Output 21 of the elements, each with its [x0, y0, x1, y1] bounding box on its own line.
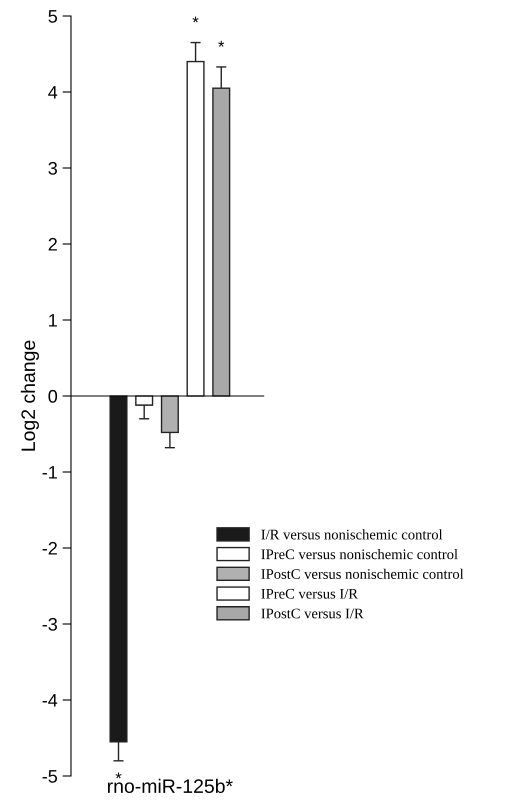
x-tick-label: rno-miR-125b*: [108, 778, 233, 794]
legend-label: IPostC versus I/R: [261, 608, 364, 618]
y-tick-label: 0: [48, 390, 58, 403]
y-tick-label: -4: [42, 694, 58, 707]
annotation: *: [116, 772, 122, 778]
y-tick-label: -3: [42, 618, 57, 631]
y-tick-label: -2: [42, 542, 57, 555]
y-tick-label: 5: [48, 10, 58, 23]
y-tick-label: 1: [49, 314, 57, 327]
annotation: *: [192, 16, 199, 22]
annotation: *: [218, 40, 224, 47]
y-tick-label: 2: [48, 238, 57, 251]
legend-label: IPreC versus nonischemic control: [261, 548, 458, 560]
legend-label: I/R versus nonischemic control: [261, 529, 442, 540]
legend-label: IPostC versus nonischemic control: [261, 568, 464, 579]
y-axis-title: Log2 change: [20, 340, 39, 451]
y-tick-label: 4: [48, 86, 58, 99]
y-tick-label: -1: [42, 466, 57, 479]
y-tick-label: -5: [42, 770, 58, 783]
legend-label: IPreC versus I/R: [261, 588, 358, 599]
y-tick-label: 3: [48, 162, 57, 175]
